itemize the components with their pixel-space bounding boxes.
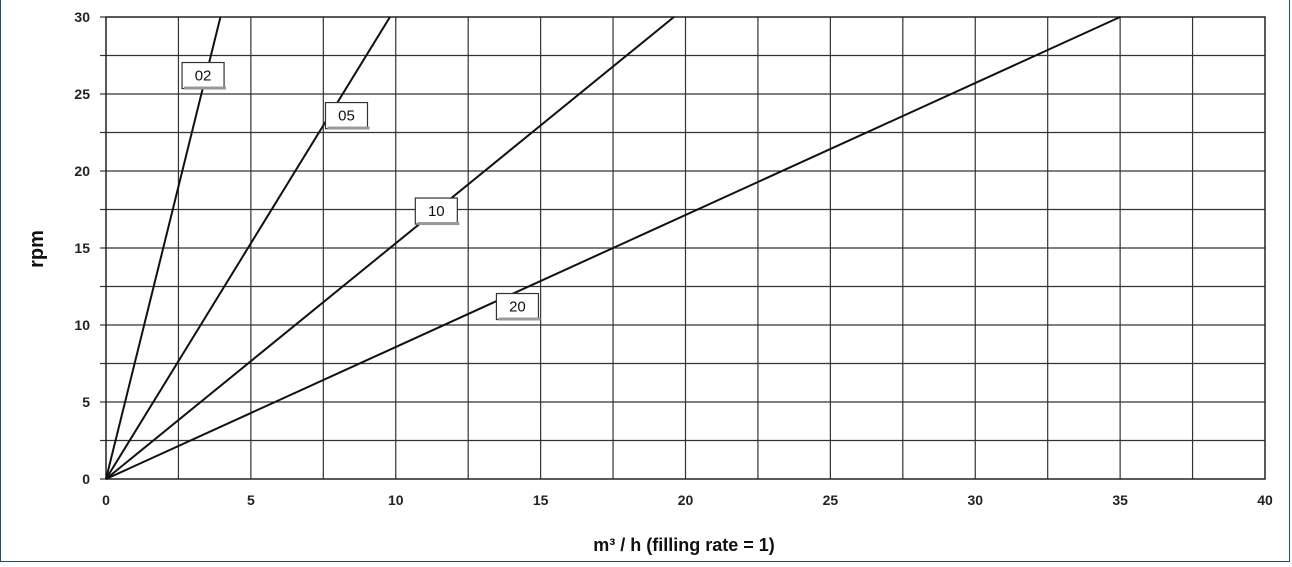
y-axis-label: rpm	[26, 230, 48, 268]
x-tick-label: 10	[388, 492, 404, 508]
x-tick-label: 15	[533, 492, 549, 508]
y-tick-label: 20	[74, 163, 90, 179]
x-tick-label: 40	[1257, 492, 1273, 508]
x-tick-label: 5	[247, 492, 255, 508]
series-label-shadow	[498, 317, 541, 321]
grid	[100, 16, 1265, 480]
series-label-text: 02	[195, 68, 212, 85]
series-label-text: 20	[509, 299, 526, 316]
x-tick-label: 0	[102, 492, 110, 508]
series-label-box	[324, 101, 369, 130]
x-axis-label: m³ / h (filling rate = 1)	[593, 535, 775, 555]
x-tick-label: 35	[1112, 492, 1128, 508]
series-line-02	[105, 16, 222, 480]
series-layer	[105, 16, 1121, 480]
y-tick-label: 10	[74, 317, 90, 333]
series-label-05: 05	[324, 101, 370, 130]
x-tick-label: 20	[678, 492, 694, 508]
series-label-shadow	[417, 222, 460, 226]
x-tick-label: 25	[823, 492, 839, 508]
series-label-box	[414, 197, 458, 225]
series-label-text: 10	[428, 203, 445, 220]
y-tick-label: 15	[74, 240, 90, 256]
series-line-20	[105, 16, 1121, 480]
series-label-02: 02	[181, 61, 227, 90]
series-label-text: 05	[338, 108, 355, 125]
y-tick-label: 25	[74, 86, 90, 102]
y-tick-label: 5	[82, 394, 90, 410]
series-label-20: 20	[495, 292, 541, 321]
y-tick-label: 0	[82, 471, 90, 487]
y-tick-label: 30	[74, 9, 90, 25]
series-line-10	[105, 16, 675, 480]
series-labels: 02 05 10 20	[181, 61, 541, 321]
series-label-box	[181, 61, 225, 90]
series-line-05	[105, 16, 391, 480]
series-label-shadow	[327, 126, 370, 130]
series-label-box	[495, 292, 540, 321]
series-label-10: 10	[414, 197, 460, 226]
plot-border	[105, 16, 1266, 480]
series-label-shadow	[184, 86, 227, 90]
x-tick-label: 30	[967, 492, 983, 508]
